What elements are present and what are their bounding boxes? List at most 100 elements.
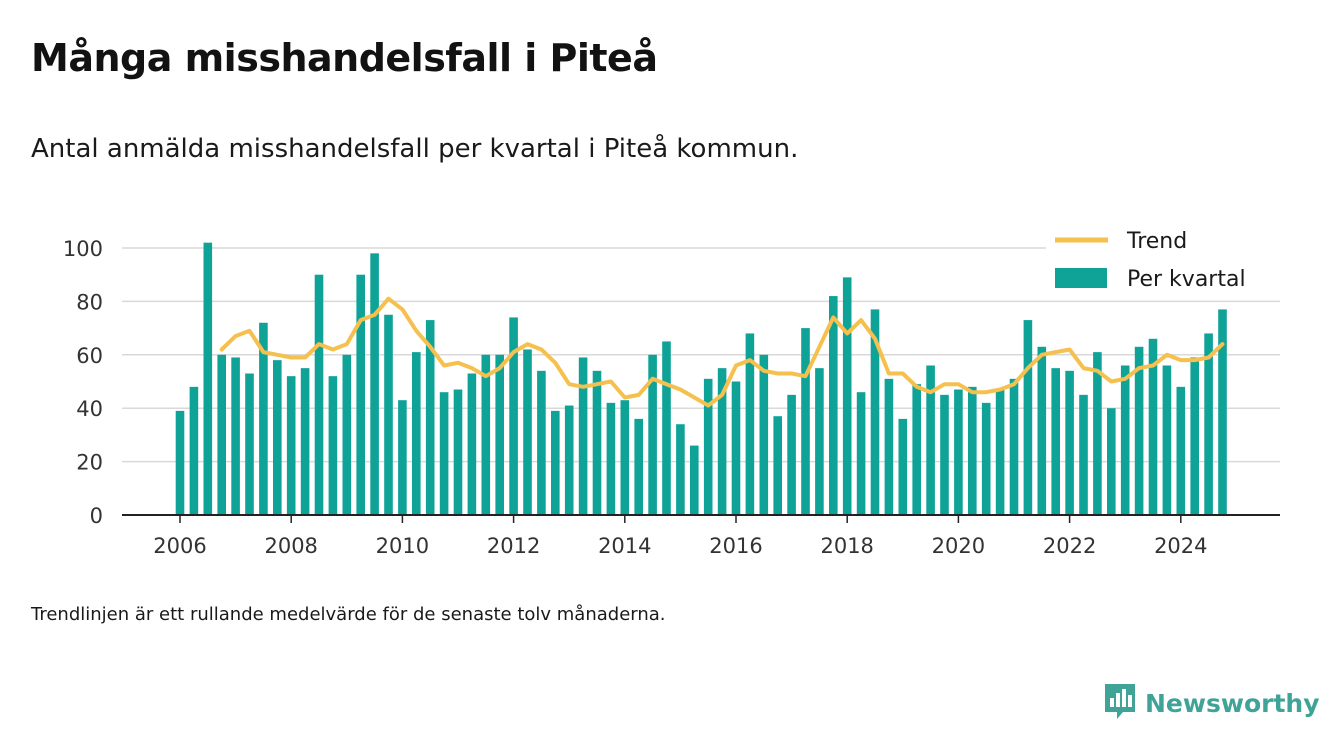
footnote: Trendlinjen är ett rullande medelvärde f…: [31, 604, 666, 625]
bar: [523, 349, 532, 515]
y-tick-label: 20: [76, 451, 103, 475]
bar: [189, 386, 199, 515]
brand-logo: Newsworthy: [1103, 682, 1320, 724]
bar: [1023, 320, 1033, 515]
bar: [648, 354, 657, 515]
bar: [1162, 365, 1172, 515]
bar: [703, 378, 713, 515]
bar: [912, 384, 921, 515]
bar: [356, 274, 365, 515]
bar: [829, 296, 838, 515]
bar-series: [175, 242, 1227, 515]
bar: [954, 389, 963, 515]
bar: [801, 328, 810, 515]
bar: [1134, 346, 1144, 515]
bar: [245, 373, 254, 515]
bar: [509, 317, 518, 515]
bar: [300, 368, 310, 515]
x-tick-label: 2024: [1154, 534, 1207, 558]
bar: [787, 394, 796, 515]
bar: [773, 416, 782, 515]
x-tick-label: 2020: [932, 534, 985, 558]
bar: [1148, 338, 1158, 515]
bar: [981, 402, 991, 515]
bar: [273, 360, 282, 515]
bar: [453, 389, 463, 515]
legend: Trend Per kvartal: [1046, 222, 1282, 300]
bar: [1120, 365, 1130, 515]
bar: [940, 394, 949, 515]
bar: [175, 410, 185, 515]
bar: [370, 253, 379, 515]
y-tick-label: 0: [90, 504, 103, 528]
bar: [856, 392, 866, 515]
chart: 0 20 40 60 80 100 2006 2008 2010 2012 2014 2016 201…: [62, 222, 1282, 558]
legend-trend-label: Trend: [1126, 229, 1187, 254]
brand-name: Newsworthy: [1145, 688, 1320, 718]
bar: [926, 365, 935, 515]
bar: [314, 274, 324, 515]
bar: [1204, 333, 1213, 515]
y-tick-label: 60: [76, 344, 103, 368]
bar: [481, 354, 491, 515]
newsworthy-chart-icon: [1103, 682, 1137, 724]
bar: [1218, 309, 1227, 515]
bar: [690, 445, 699, 515]
bar: [495, 354, 504, 515]
bar: [537, 370, 546, 515]
y-tick-label: 40: [76, 397, 103, 421]
bar: [898, 418, 908, 515]
bar: [1051, 368, 1060, 515]
x-tick-label: 2022: [1043, 534, 1096, 558]
bar: [620, 400, 630, 515]
bar: [1079, 394, 1088, 515]
bar: [384, 314, 393, 515]
bar: [995, 389, 1005, 515]
bar: [342, 354, 352, 515]
x-axis-ticks: 2006 2008 2010 2012 2014 2016 2018 2020 2022 2024: [153, 515, 1208, 558]
bar: [870, 309, 880, 515]
trend-line: [219, 296, 1225, 408]
bar: [884, 378, 894, 515]
x-tick-label: 2006: [153, 534, 206, 558]
bar: [815, 368, 824, 515]
bar: [328, 376, 338, 515]
bar: [439, 392, 449, 515]
chart-title: Många misshandelsfall i Piteå: [31, 36, 658, 80]
bar: [231, 357, 240, 515]
bar: [717, 368, 727, 515]
bar: [1093, 352, 1102, 515]
bar: [1065, 370, 1074, 515]
x-tick-label: 2008: [264, 534, 317, 558]
chart-subtitle: Antal anmälda misshandelsfall per kvarta…: [31, 134, 799, 164]
x-tick-label: 2014: [598, 534, 651, 558]
bar: [676, 424, 685, 515]
y-tick-label: 80: [76, 290, 103, 314]
bar: [606, 402, 616, 515]
bar: [259, 322, 268, 515]
bar: [398, 400, 407, 515]
bar: [286, 376, 296, 515]
bar: [731, 381, 741, 515]
bar: [564, 405, 574, 515]
bar: [412, 352, 421, 515]
y-tick-label: 100: [63, 237, 103, 261]
legend-bar-swatch: [1055, 268, 1107, 288]
bar: [467, 373, 477, 515]
bar: [217, 354, 226, 515]
bar: [842, 277, 852, 515]
bar: [1009, 378, 1019, 515]
bar: [1037, 346, 1047, 515]
bar: [968, 386, 977, 515]
bar: [592, 370, 602, 515]
legend-bar-label: Per kvartal: [1127, 267, 1246, 292]
x-tick-label: 2016: [709, 534, 762, 558]
bar: [551, 410, 560, 515]
bar: [634, 418, 643, 515]
bar: [578, 357, 588, 515]
bar: [1107, 408, 1116, 515]
y-axis-tick-labels: 0 20 40 60 80 100: [63, 237, 103, 528]
x-tick-label: 2012: [487, 534, 540, 558]
bar: [203, 242, 213, 515]
bar: [425, 320, 435, 515]
